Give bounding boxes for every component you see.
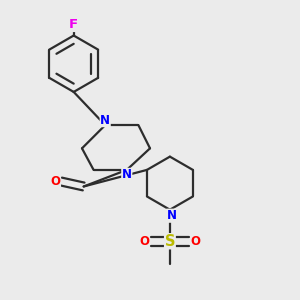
Text: O: O (191, 235, 201, 248)
Text: O: O (50, 175, 60, 188)
Text: N: N (167, 209, 177, 222)
Text: N: N (100, 114, 110, 127)
Text: S: S (165, 234, 175, 249)
Text: O: O (139, 235, 149, 248)
Text: F: F (69, 18, 78, 32)
Text: N: N (122, 168, 132, 182)
